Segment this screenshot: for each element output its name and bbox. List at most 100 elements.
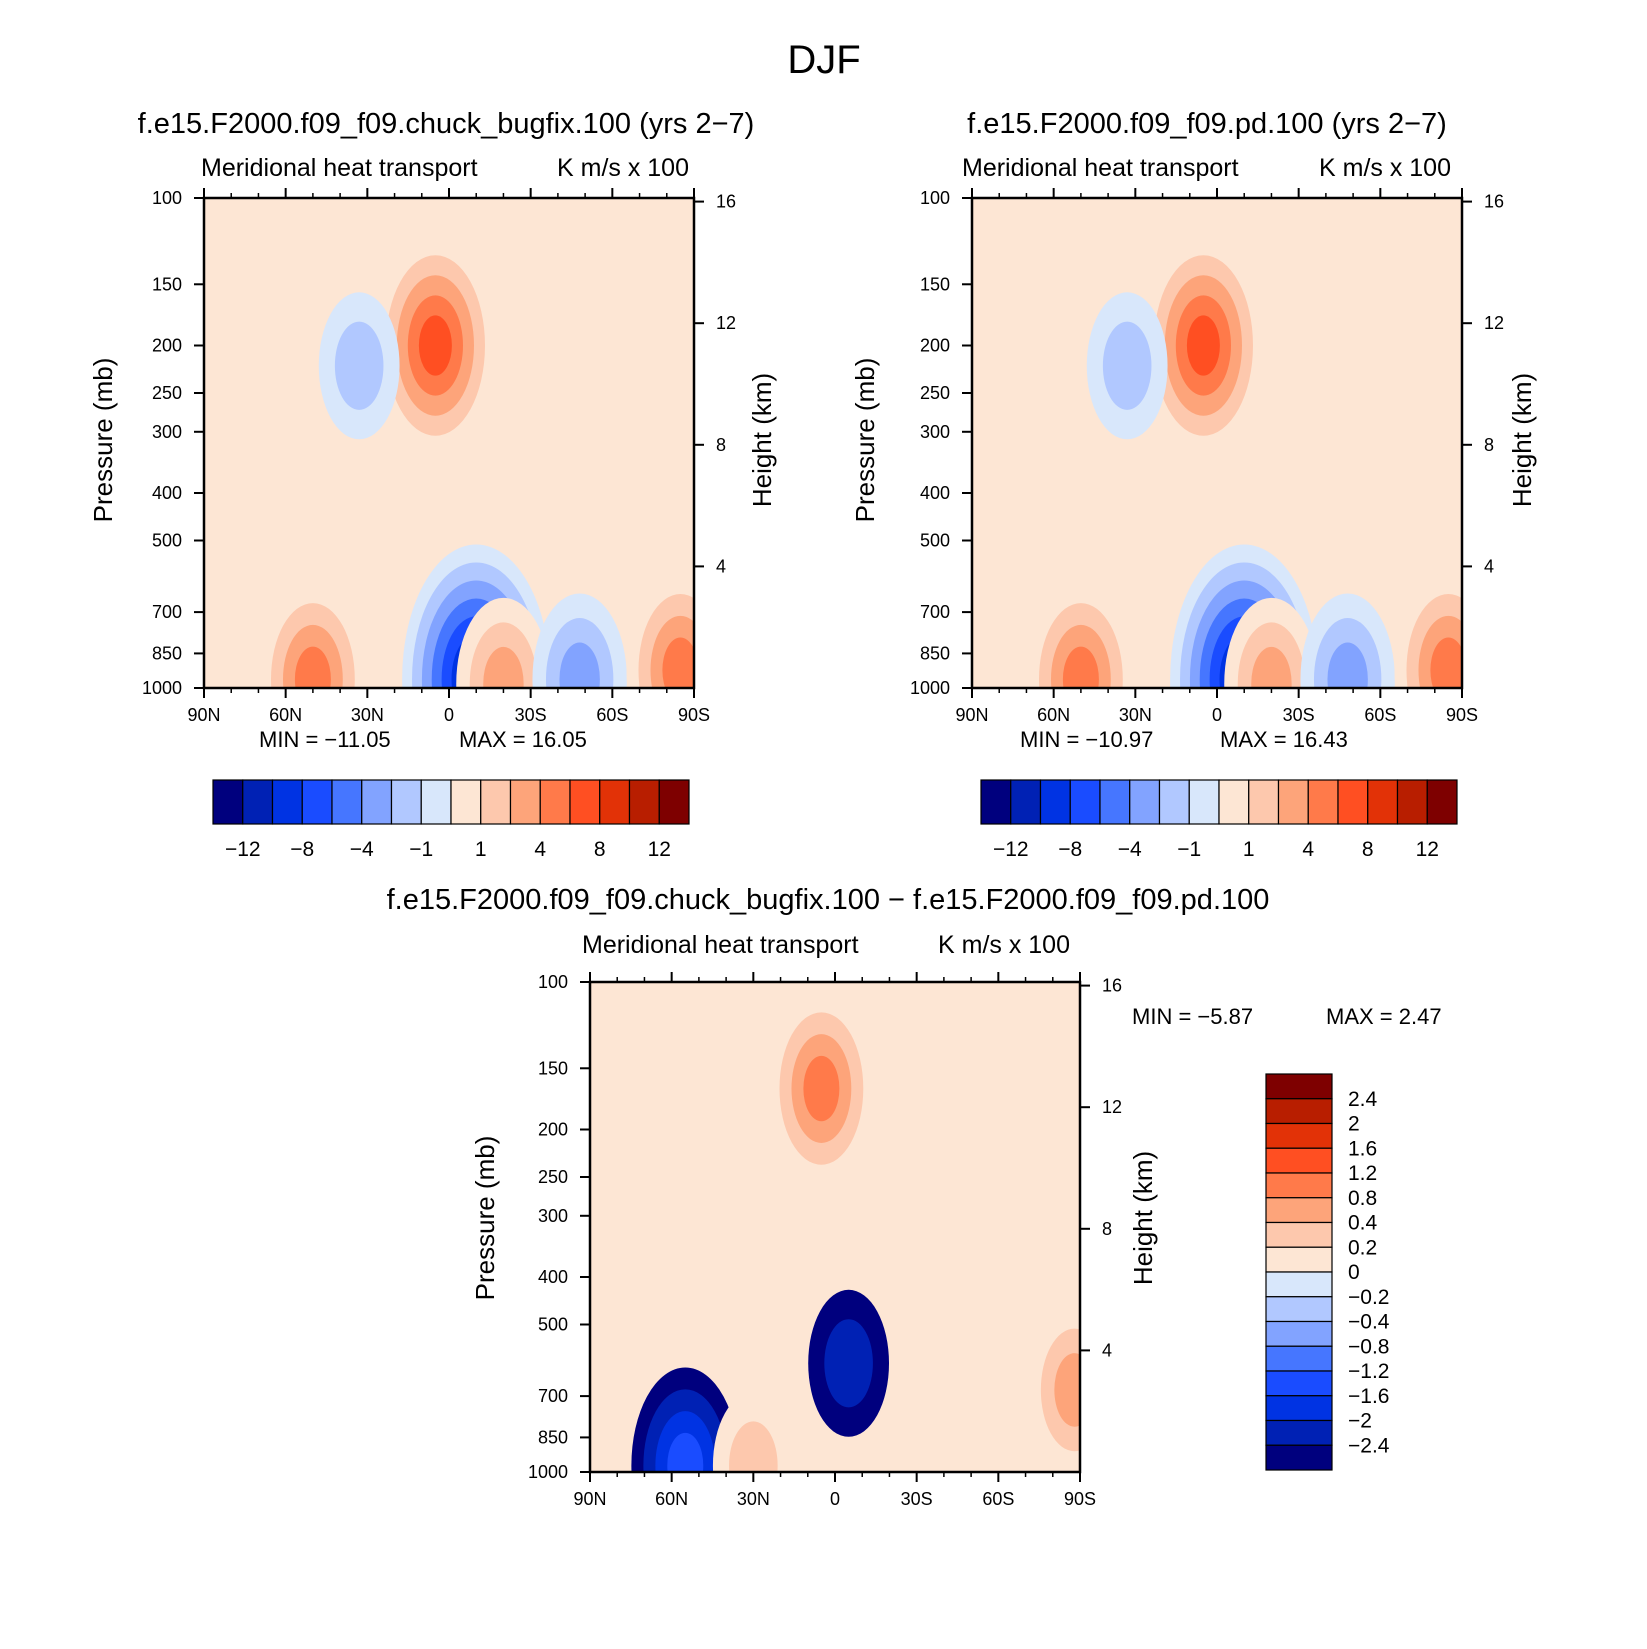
panel-2-colorbar-box [1188, 779, 1220, 825]
panel-diff-y2tick-label: 4 [1102, 1340, 1112, 1360]
panel-diff-colorbar-label: −0.2 [1348, 1286, 1389, 1309]
panel-diff-ytick-label: 100 [538, 972, 568, 992]
panel-2-y2label: Height (km) [1507, 373, 1537, 507]
panel-1-contour-pos-2-level-4 [294, 646, 331, 688]
panel-diff-colorbar-label: 0.4 [1348, 1212, 1378, 1235]
panel-2-y2tick-label: 4 [1484, 556, 1494, 576]
panel-diff-colorbar-box [1265, 1395, 1333, 1422]
panel-1-subtitle-right: K m/s x 100 [557, 154, 689, 182]
panel-diff-contour-pos-2-level-2 [729, 1421, 778, 1472]
panel-1-y2tick-label: 12 [716, 313, 736, 333]
panel-diff-axes: 90N 60N 30N 0 30S 60S 90S 100 150 200 250 300 400 500… [528, 972, 1122, 1509]
panel-diff-colorbar-label: −0.8 [1348, 1335, 1389, 1358]
panel-diff-colorbar-box [1265, 1122, 1333, 1149]
panel-1-ytick-label: 400 [152, 483, 182, 503]
panel-1-ytick-label: 100 [152, 188, 182, 208]
panel-diff-contour-pos-1-level-4 [803, 1055, 840, 1122]
panel-diff-colorbar-box [1265, 1197, 1333, 1224]
panel-diff-colorbar-box [1265, 1221, 1333, 1248]
panel-diff-colorbar-label: 2 [1348, 1113, 1360, 1136]
panel-diff-colorbar: 2.421.61.20.80.40.20−0.2−0.4−0.8−1.2−1.6… [1265, 1073, 1390, 1471]
panel-diff-colorbar-label: −1.6 [1348, 1385, 1389, 1408]
panel-1-colorbar-box [331, 779, 363, 825]
panel-1-colorbar-label: 12 [648, 838, 671, 861]
panel-2-ytick-label: 700 [920, 602, 950, 622]
panel-diff-ytick-label: 700 [538, 1386, 568, 1406]
panel-1-colorbar-label: −1 [409, 838, 433, 861]
panel-diff-title: f.e15.F2000.f09_f09.chuck_bugfix.100 − f… [387, 884, 1270, 916]
panel-1-contour-field [204, 198, 694, 688]
panel-2-ytick-label: 500 [920, 530, 950, 550]
panel-2-max: MAX = 16.43 [1220, 727, 1348, 752]
panel-2-xtick-label: 30N [1119, 705, 1152, 725]
panel-2-contour-pos-1-level-5 [1186, 315, 1220, 376]
panel-1-colorbar-box [509, 779, 541, 825]
panel-1-colorbar-box [420, 779, 452, 825]
panel-2-colorbar-label: −12 [993, 838, 1029, 861]
panel-2-colorbar-box [1069, 779, 1101, 825]
panel-2-ytick-label: 250 [920, 383, 950, 403]
panel-2-contour-pos-3-level-3 [1251, 646, 1292, 688]
panel-diff-colorbar-box [1265, 1246, 1333, 1273]
panel-2-colorbar-box [1367, 779, 1399, 825]
panel-diff-contour-field [590, 982, 1080, 1472]
panel-diff-ytick-label: 150 [538, 1058, 568, 1078]
panel-1-colorbar-box [212, 779, 244, 825]
panel-diff-contour-neg-4-level-2 [824, 1319, 873, 1408]
panel-2-colorbar-label: −1 [1177, 838, 1201, 861]
panel-2-contour-neg-5-level-2 [1102, 321, 1152, 410]
panel-2-colorbar-box [1307, 779, 1339, 825]
panel-1-colorbar-label: −8 [290, 838, 314, 861]
panel-1-contour-pos-3-level-3 [483, 646, 524, 688]
panel-diff-xtick-label: 90S [1064, 1489, 1096, 1509]
panel-1-contour-pos-4-level-1 [518, 304, 587, 428]
panel-2-ytick-label: 100 [920, 188, 950, 208]
panel-2-title: f.e15.F2000.f09_f09.pd.100 (yrs 2−7) [967, 108, 1447, 140]
panel-2-xtick-label: 60N [1037, 705, 1070, 725]
panel-diff-colorbar-box [1265, 1147, 1333, 1174]
panel-2-colorbar-label: 1 [1243, 838, 1255, 861]
panel-1-xtick-label: 90N [187, 705, 220, 725]
panel-2-colorbar-box [1039, 779, 1071, 825]
panel-2-colorbar-label: −4 [1118, 838, 1142, 861]
panel-1-min: MIN = −11.05 [259, 727, 391, 752]
panel-diff-colorbar-label: 0 [1348, 1261, 1360, 1284]
panel-diff-subtitle-left: Meridional heat transport [582, 931, 859, 959]
panel-diff-max: MAX = 2.47 [1326, 1004, 1442, 1029]
panel-1-ytick-label: 300 [152, 422, 182, 442]
panel-1-ylabel: Pressure (mb) [88, 358, 118, 523]
panel-diff-ytick-label: 1000 [528, 1462, 568, 1482]
panel-diff-colorbar-box [1265, 1320, 1333, 1347]
panel-1-colorbar-box [628, 779, 660, 825]
panel-diff-xtick-label: 30N [737, 1489, 770, 1509]
panel-diff-xtick-label: 30S [901, 1489, 933, 1509]
panel-2-colorbar: −12 −8 −4 −1 1 4 8 12 [980, 779, 1458, 861]
panel-diff-colorbar-box [1265, 1345, 1333, 1372]
panel-diff-contour-pos-3-level-1 [678, 1139, 747, 1263]
panel-2-colorbar-box [1099, 779, 1131, 825]
panel-1-contour-pos-1-level-5 [418, 315, 452, 376]
panel-2-contour-neg-6-level-3 [1327, 642, 1368, 688]
panel-diff-colorbar-box [1265, 1296, 1333, 1323]
panel-1-contour-neg-5-level-2 [334, 321, 384, 410]
panel-diff-xtick-label: 60S [982, 1489, 1014, 1509]
panel-2-ytick-label: 200 [920, 336, 950, 356]
panel-2-subtitle-right: K m/s x 100 [1319, 154, 1451, 182]
panel-1-colorbar-label: −12 [225, 838, 261, 861]
panel-diff-colorbar-box [1265, 1073, 1333, 1100]
panel-1-xtick-label: 30N [351, 705, 384, 725]
panel-1-colorbar: −12 −8 −4 −1 1 4 8 12 [212, 779, 690, 861]
panel-diff-ytick-label: 200 [538, 1120, 568, 1140]
panel-1-xtick-label: 60N [269, 705, 302, 725]
panel-2-colorbar-box [1010, 779, 1042, 825]
panel-1-contour-neg-6-level-3 [559, 642, 600, 688]
panel-2-colorbar-box [1426, 779, 1458, 825]
panel-1-xtick-label: 90S [678, 705, 710, 725]
panel-1-ytick-label: 1000 [142, 678, 182, 698]
panel-2-xtick-label: 30S [1283, 705, 1315, 725]
panel-diff-colorbar-label: −0.4 [1348, 1311, 1390, 1334]
panel-diff-xtick-label: 0 [830, 1489, 840, 1509]
panel-1-colorbar-box [480, 779, 512, 825]
panel-2-min: MIN = −10.97 [1020, 727, 1153, 752]
